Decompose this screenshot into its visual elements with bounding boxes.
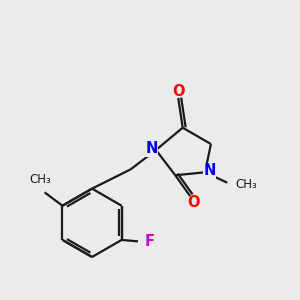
Text: O: O — [172, 84, 184, 99]
Text: CH₃: CH₃ — [236, 178, 257, 191]
Text: F: F — [145, 234, 154, 249]
Text: N: N — [203, 163, 216, 178]
Text: CH₃: CH₃ — [29, 173, 51, 186]
Text: N: N — [145, 141, 158, 156]
Text: O: O — [187, 195, 199, 210]
